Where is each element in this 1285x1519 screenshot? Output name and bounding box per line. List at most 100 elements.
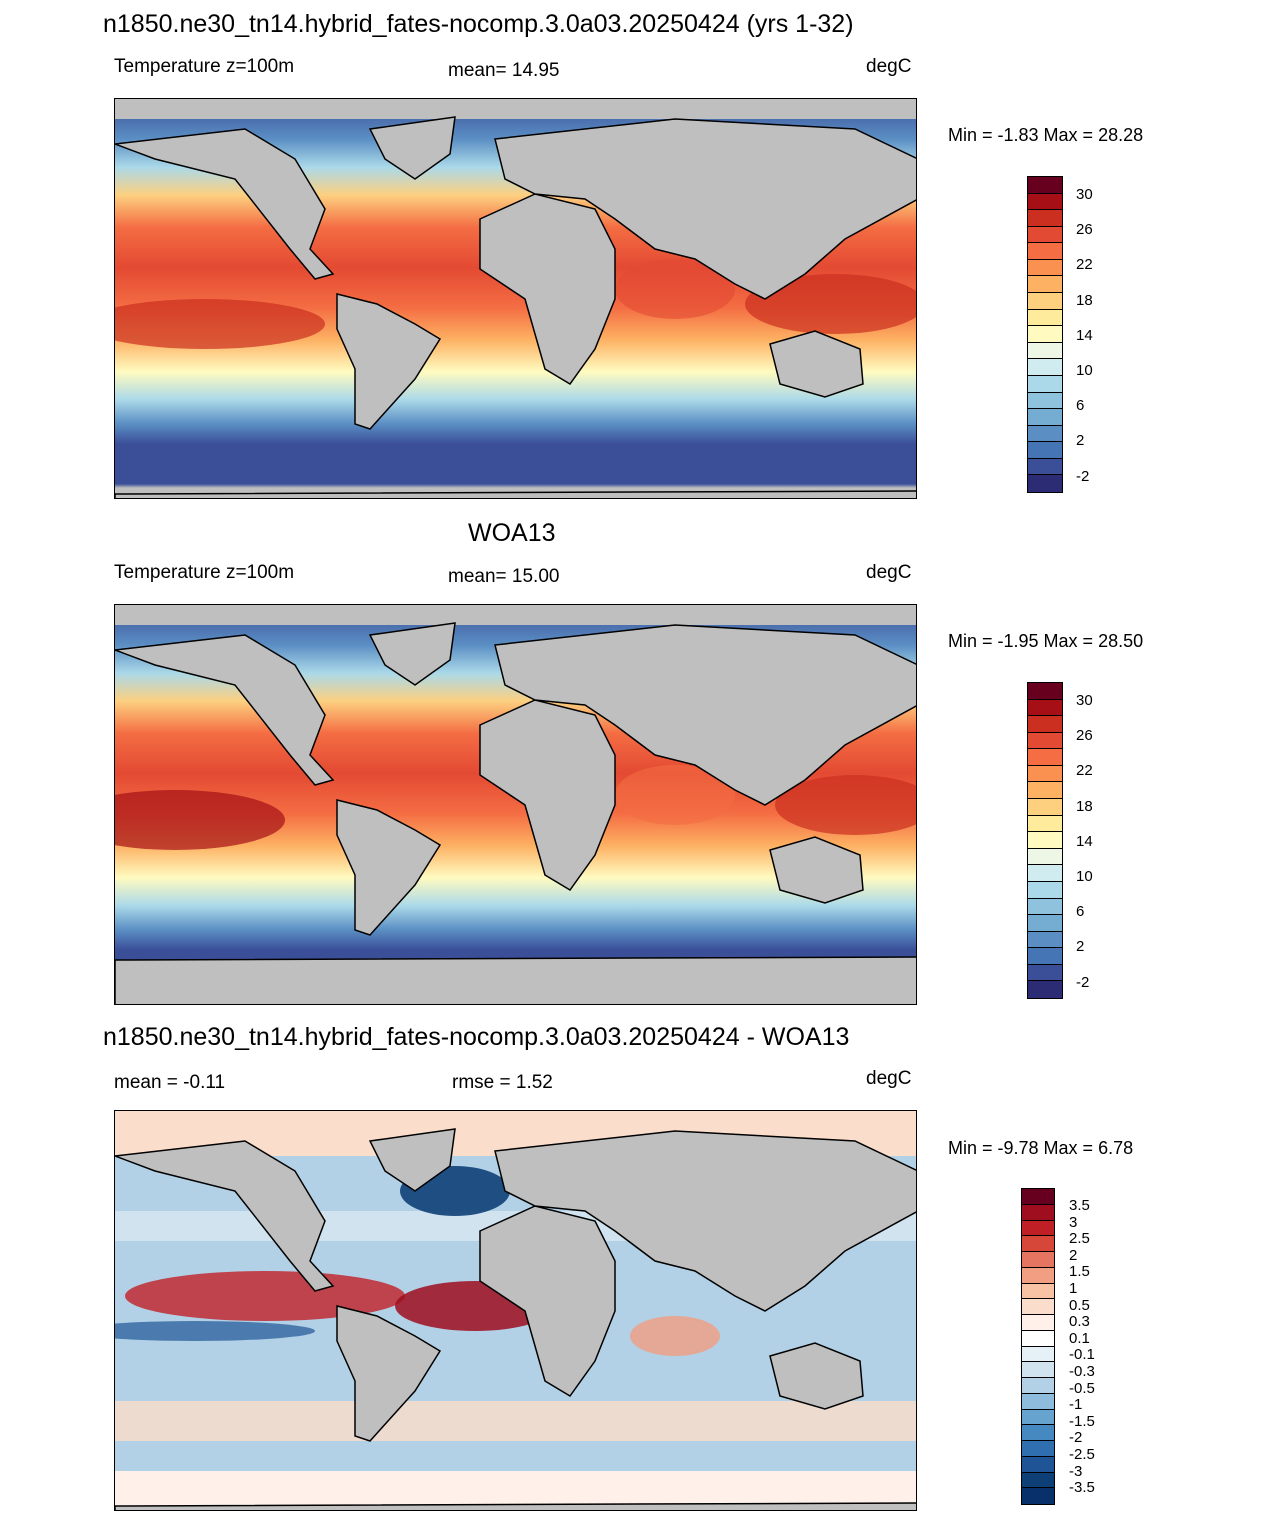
- colorbar-swatch: [1028, 964, 1062, 982]
- colorbar-swatch: [1022, 1204, 1054, 1221]
- panel2-units-label: degC: [866, 562, 912, 583]
- colorbar-tick-label: -2.5: [1069, 1446, 1095, 1463]
- colorbar-swatch: [1022, 1456, 1054, 1473]
- colorbar-swatch: [1028, 309, 1062, 327]
- colorbar-swatch: [1028, 210, 1062, 227]
- colorbar-tick-label: -0.1: [1069, 1346, 1095, 1364]
- colorbar-tick-label: -1: [1069, 1396, 1083, 1414]
- colorbar-swatch: [1022, 1330, 1054, 1347]
- colorbar-swatch: [1028, 326, 1062, 343]
- colorbar-tick-label: 10: [1076, 362, 1093, 379]
- colorbar-tick-label: 6: [1076, 903, 1085, 921]
- colorbar-swatch: [1022, 1425, 1054, 1441]
- colorbar-swatch: [1022, 1299, 1054, 1315]
- colorbar-swatch: [1022, 1220, 1054, 1237]
- colorbar-tick-label: 30: [1076, 186, 1093, 203]
- panel2-minmax: Min = -1.95 Max = 28.50: [948, 631, 1144, 651]
- panel3-rmse-label: rmse = 1.52: [452, 1072, 553, 1093]
- colorbar-swatch: [1028, 716, 1062, 733]
- colorbar-swatch: [1028, 898, 1062, 916]
- colorbar-tick-label: 30: [1076, 692, 1093, 709]
- colorbar-tick-label: 6: [1076, 397, 1085, 415]
- colorbar-swatch: [1022, 1346, 1054, 1363]
- panel3-map: [114, 1110, 917, 1511]
- colorbar-tick-label: 22: [1076, 762, 1093, 780]
- colorbar-tick-label: 18: [1076, 797, 1093, 815]
- colorbar-swatch: [1028, 392, 1062, 410]
- colorbar-swatch: [1028, 193, 1062, 211]
- colorbar-tick-label: 3: [1069, 1213, 1078, 1231]
- colorbar-tick-label: -2: [1076, 973, 1090, 991]
- panel3-units-label: degC: [866, 1068, 912, 1089]
- colorbar-tick-label: -2: [1076, 467, 1090, 485]
- colorbar-tick-label: 2.5: [1069, 1230, 1090, 1248]
- panel2-variable-label: Temperature z=100m: [114, 562, 295, 583]
- panel2-field: [115, 605, 916, 1004]
- colorbar-tick-label: 1.5: [1069, 1263, 1090, 1281]
- colorbar-swatch: [1028, 881, 1062, 899]
- panel1-title: n1850.ne30_tn14.hybrid_fates-nocomp.3.0a…: [103, 10, 854, 38]
- colorbar-tick-label: 18: [1076, 291, 1093, 309]
- colorbar-tick-label: 26: [1076, 727, 1093, 745]
- colorbar-swatch: [1028, 683, 1062, 700]
- colorbar-tick-label: 0.1: [1069, 1329, 1090, 1347]
- panel1-minmax: Min = -1.83 Max = 28.28: [948, 125, 1144, 145]
- colorbar-swatch: [1028, 699, 1062, 717]
- panel2-map: [114, 604, 917, 1005]
- colorbar-swatch: [1022, 1393, 1054, 1410]
- colorbar-swatch: [1028, 375, 1062, 393]
- panel1-colorbar: [1027, 176, 1063, 493]
- colorbar-tick-label: 2: [1069, 1246, 1078, 1264]
- panel2-colorbar: [1027, 682, 1063, 999]
- colorbar-swatch: [1022, 1472, 1054, 1489]
- panel1-field: [115, 99, 916, 498]
- colorbar-tick-label: 2: [1076, 432, 1085, 450]
- colorbar-tick-label: 22: [1076, 256, 1093, 274]
- colorbar-swatch: [1022, 1362, 1054, 1378]
- colorbar-tick-label: -0.3: [1069, 1363, 1095, 1380]
- panel1-mean-label: mean= 14.95: [448, 60, 560, 81]
- colorbar-swatch: [1022, 1267, 1054, 1284]
- panel2-title: WOA13: [468, 519, 556, 547]
- colorbar-swatch: [1028, 243, 1062, 260]
- colorbar-swatch: [1028, 442, 1062, 459]
- colorbar-swatch: [1028, 981, 1062, 998]
- colorbar-tick-label: -0.5: [1069, 1379, 1095, 1397]
- colorbar-tick-label: -2: [1069, 1429, 1083, 1447]
- panel1-variable-label: Temperature z=100m: [114, 56, 295, 77]
- colorbar-swatch: [1028, 765, 1062, 783]
- panel2-mean-label: mean= 15.00: [448, 566, 560, 587]
- colorbar-swatch: [1028, 782, 1062, 800]
- colorbar-tick-label: 2: [1076, 938, 1085, 956]
- panel3-title: n1850.ne30_tn14.hybrid_fates-nocomp.3.0a…: [103, 1023, 850, 1051]
- panel3-colorbar: [1021, 1188, 1055, 1505]
- panel3-mean-label: mean = -0.11: [114, 1072, 226, 1093]
- colorbar-swatch: [1028, 948, 1062, 965]
- colorbar-swatch: [1022, 1252, 1054, 1268]
- panel1-map: [114, 98, 917, 499]
- colorbar-swatch: [1028, 848, 1062, 866]
- colorbar-swatch: [1028, 177, 1062, 194]
- colorbar-swatch: [1028, 359, 1062, 376]
- colorbar-swatch: [1028, 799, 1062, 816]
- colorbar-swatch: [1022, 1441, 1054, 1457]
- colorbar-swatch: [1028, 815, 1062, 833]
- colorbar-tick-label: 0.5: [1069, 1296, 1090, 1314]
- colorbar-swatch: [1028, 915, 1062, 932]
- colorbar-tick-label: 3.5: [1069, 1197, 1090, 1214]
- colorbar-swatch: [1028, 475, 1062, 492]
- colorbar-swatch: [1028, 409, 1062, 426]
- colorbar-swatch: [1028, 749, 1062, 766]
- colorbar-tick-label: -3: [1069, 1462, 1083, 1480]
- colorbar-swatch: [1028, 425, 1062, 443]
- colorbar-swatch: [1028, 293, 1062, 310]
- colorbar-swatch: [1028, 865, 1062, 882]
- colorbar-swatch: [1022, 1236, 1054, 1252]
- colorbar-tick-label: 0.3: [1069, 1313, 1090, 1331]
- colorbar-swatch: [1022, 1378, 1054, 1394]
- colorbar-swatch: [1028, 259, 1062, 277]
- colorbar-swatch: [1028, 832, 1062, 849]
- colorbar-tick-label: -3.5: [1069, 1479, 1095, 1497]
- colorbar-tick-label: 1: [1069, 1280, 1078, 1297]
- panel1-units-label: degC: [866, 56, 912, 77]
